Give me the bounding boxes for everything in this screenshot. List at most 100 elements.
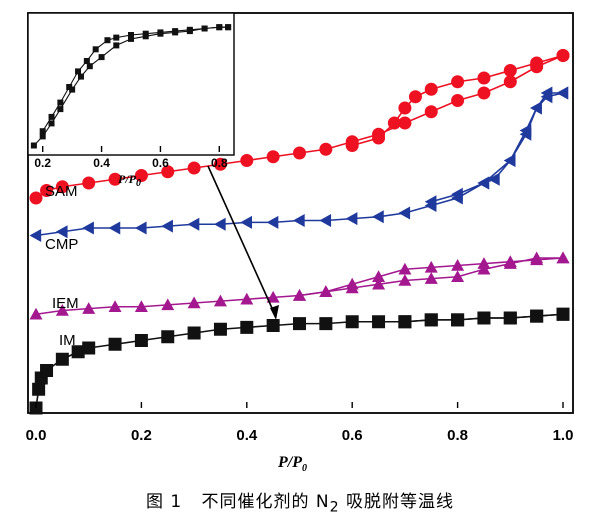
iem-desorption-point-7 [372,270,386,282]
cmp-desorption-point-5 [487,172,500,186]
series0-adsorption-point-5 [77,73,84,80]
iem-desorption-point-8 [345,277,359,290]
series0-adsorption-point-6 [86,63,93,70]
sam-desorption-point-1 [530,56,544,70]
sam-desorption-point-5 [424,82,438,96]
cmp-adsorption-point-13 [372,210,384,224]
sam-desorption-point-10 [345,139,359,152]
im-adsorption-point-12 [240,320,254,334]
series0-desorption-point-6 [142,30,149,37]
x-tick-label-5: 1.0 [553,427,574,444]
series0-adsorption-point-9 [128,35,134,42]
sam-adsorption-point-2 [55,180,69,194]
main-plot-frame [27,12,574,414]
cmp-adsorption-point-8 [240,215,252,229]
sam-desorption-point-3 [477,71,491,85]
x-tick-label-4: 0.8 [447,427,468,444]
sam-adsorption-point-11 [293,146,306,160]
sam-adsorption-point-7 [187,161,201,175]
figure-caption: 图 1 不同催化剂的 N2 吸脱附等温线 [0,487,600,515]
cmp-adsorption-point-5 [161,219,173,233]
series0-desorption-point-10 [92,46,99,53]
cmp-desorption-point-2 [530,101,542,115]
cmp-adsorption-point-1 [55,225,68,239]
series0-adsorption-point-1 [39,133,46,140]
x-tick-label-0: 0.0 [26,427,47,444]
im-adsorption-point-8 [134,334,148,347]
im-adsorption-point-7 [108,337,122,351]
sam-adsorption-line [35,54,564,199]
series0-adsorption-point-0 [30,142,37,149]
im-adsorption-point-5 [71,345,85,359]
inset-series-layer [30,24,232,149]
iem-adsorption-point-15 [424,272,438,284]
inset-x-ticks: 0.2 0.4 0.6 0.8 [34,146,228,170]
series0-adsorption-point-3 [57,106,64,113]
iem-desorption-point-2 [503,255,517,267]
iem-desorption-point-4 [451,259,465,271]
iem-adsorption-point-13 [372,277,386,290]
series0-desorption-point-7 [128,32,134,38]
iem-adsorption-point-6 [187,296,201,309]
iem-adsorption-point-7 [213,294,227,307]
sam-adsorption-point-9 [240,154,254,167]
sam-desorption-point-0 [556,49,570,62]
iem-adsorption-point-4 [134,300,148,312]
series0-desorption-point-11 [83,58,90,64]
sam-adsorption-point-10 [266,150,280,164]
cmp-adsorption-point-0 [29,229,42,242]
inset-x-axis-title: P/P0 [118,172,141,189]
iem-desorption-point-9 [319,285,333,297]
inset-pointer-arrowhead [270,305,279,320]
sam-adsorption-point-5 [134,169,148,182]
series-label-sam: SAM [45,183,78,200]
cmp-adsorption-point-4 [134,221,147,235]
series0-desorption-point-2 [201,25,208,32]
cmp-desorption-point-6 [477,176,490,190]
sam-adsorption-point-6 [161,165,175,179]
cmp-adsorption-point-11 [319,214,332,227]
sam-adsorption-point-4 [108,172,122,186]
sam-desorption-point-8 [387,116,401,130]
cmp-adsorption-point-10 [293,214,305,227]
cmp-adsorption-point-14 [398,206,411,220]
iem-adsorption-point-1 [55,304,69,316]
figure-title-tail: 吸脱附等温线 [339,492,454,512]
sam-adsorption-point-0 [29,191,43,205]
cmp-adsorption-point-6 [187,217,200,231]
iem-adsorption-point-3 [108,300,122,312]
main-series-layer [29,49,570,415]
sam-adsorption-point-1 [40,184,54,197]
im-adsorption-point-11 [213,322,227,336]
iem-adsorption-point-8 [240,292,254,305]
figure-label: 图 1 [146,492,183,512]
sam-adsorption-point-15 [398,116,412,130]
sam-desorption-point-4 [451,75,465,89]
series0-desorption-point-16 [39,128,46,135]
iem-desorption-point-6 [398,262,412,275]
inset-pointer-arrow [207,165,277,318]
im-desorption-point-1 [530,309,544,323]
cmp-desorption-point-1 [540,90,553,104]
sam-adsorption-point-18 [477,86,491,100]
x-tick-label-3: 0.8 [211,156,228,170]
series0-desorption-point-9 [104,37,111,44]
sam-desorption-point-6 [408,90,422,104]
iem-adsorption-point-2 [82,302,96,314]
im-desorption-point-3 [477,311,491,325]
iem-adsorption-point-9 [266,290,280,303]
x-tick-label-0: 0.2 [34,156,51,170]
cmp-desorption-point-4 [503,154,516,167]
cmp-adsorption-point-3 [108,221,121,235]
im-adsorption-point-13 [266,319,280,332]
im-adsorption-point-16 [345,315,359,329]
series0-desorption-point-4 [172,28,179,35]
im-adsorption-point-15 [319,317,333,331]
x-tick-label-1: 0.4 [93,156,110,170]
sam-desorption-point-2 [503,64,517,77]
series0-desorption-point-0 [225,24,232,31]
cmp-desorption-point-8 [424,195,437,209]
im-adsorption-point-10 [187,326,201,340]
sam-desorption-point-7 [398,101,412,115]
series0-desorption-point-3 [186,26,193,33]
